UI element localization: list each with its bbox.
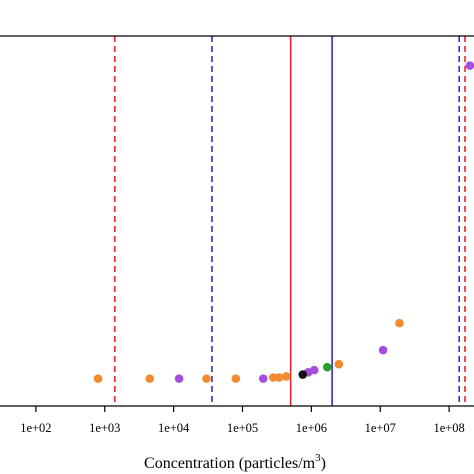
reference-lines <box>114 36 466 406</box>
data-point-series-0 <box>395 318 404 328</box>
x-tick-label: 1e+03 <box>89 421 120 435</box>
data-point-series-1 <box>465 61 474 70</box>
data-point-series-0 <box>202 374 211 383</box>
data-point-series-0 <box>274 373 284 382</box>
data-point-series-0 <box>334 359 344 369</box>
data-point-series-0 <box>281 372 291 381</box>
x-axis-title-main: Concentration (particles/m <box>144 455 316 472</box>
data-point-series-3 <box>298 370 308 379</box>
x-axis-title-superscript: 3 <box>315 452 321 464</box>
x-tick-label: 1e+05 <box>227 421 258 435</box>
data-point-series-2 <box>322 362 332 372</box>
data-point-series-0 <box>231 374 241 383</box>
data-point-series-0 <box>145 374 155 383</box>
x-tick-label: 1e+07 <box>365 421 396 435</box>
x-tick-label: 1e+06 <box>296 421 327 435</box>
data-point-series-1 <box>378 345 388 355</box>
data-points <box>93 61 474 383</box>
x-axis-title: Concentration (particles/m3) <box>144 452 326 472</box>
x-tick-label: 1e+04 <box>158 421 190 435</box>
x-tick-label: 1e+02 <box>20 421 51 435</box>
x-tick-label: 1e+08 <box>433 421 464 435</box>
x-axis-title-close: ) <box>321 455 326 472</box>
x-axis-ticks: 1e+02 1e+03 1e+04 1e+05 1e+06 1e+07 1e+08 <box>20 406 465 435</box>
data-point-series-1 <box>309 365 319 375</box>
data-point-series-1 <box>174 374 184 383</box>
data-point-series-0 <box>93 374 103 383</box>
data-point-series-1 <box>258 374 268 383</box>
